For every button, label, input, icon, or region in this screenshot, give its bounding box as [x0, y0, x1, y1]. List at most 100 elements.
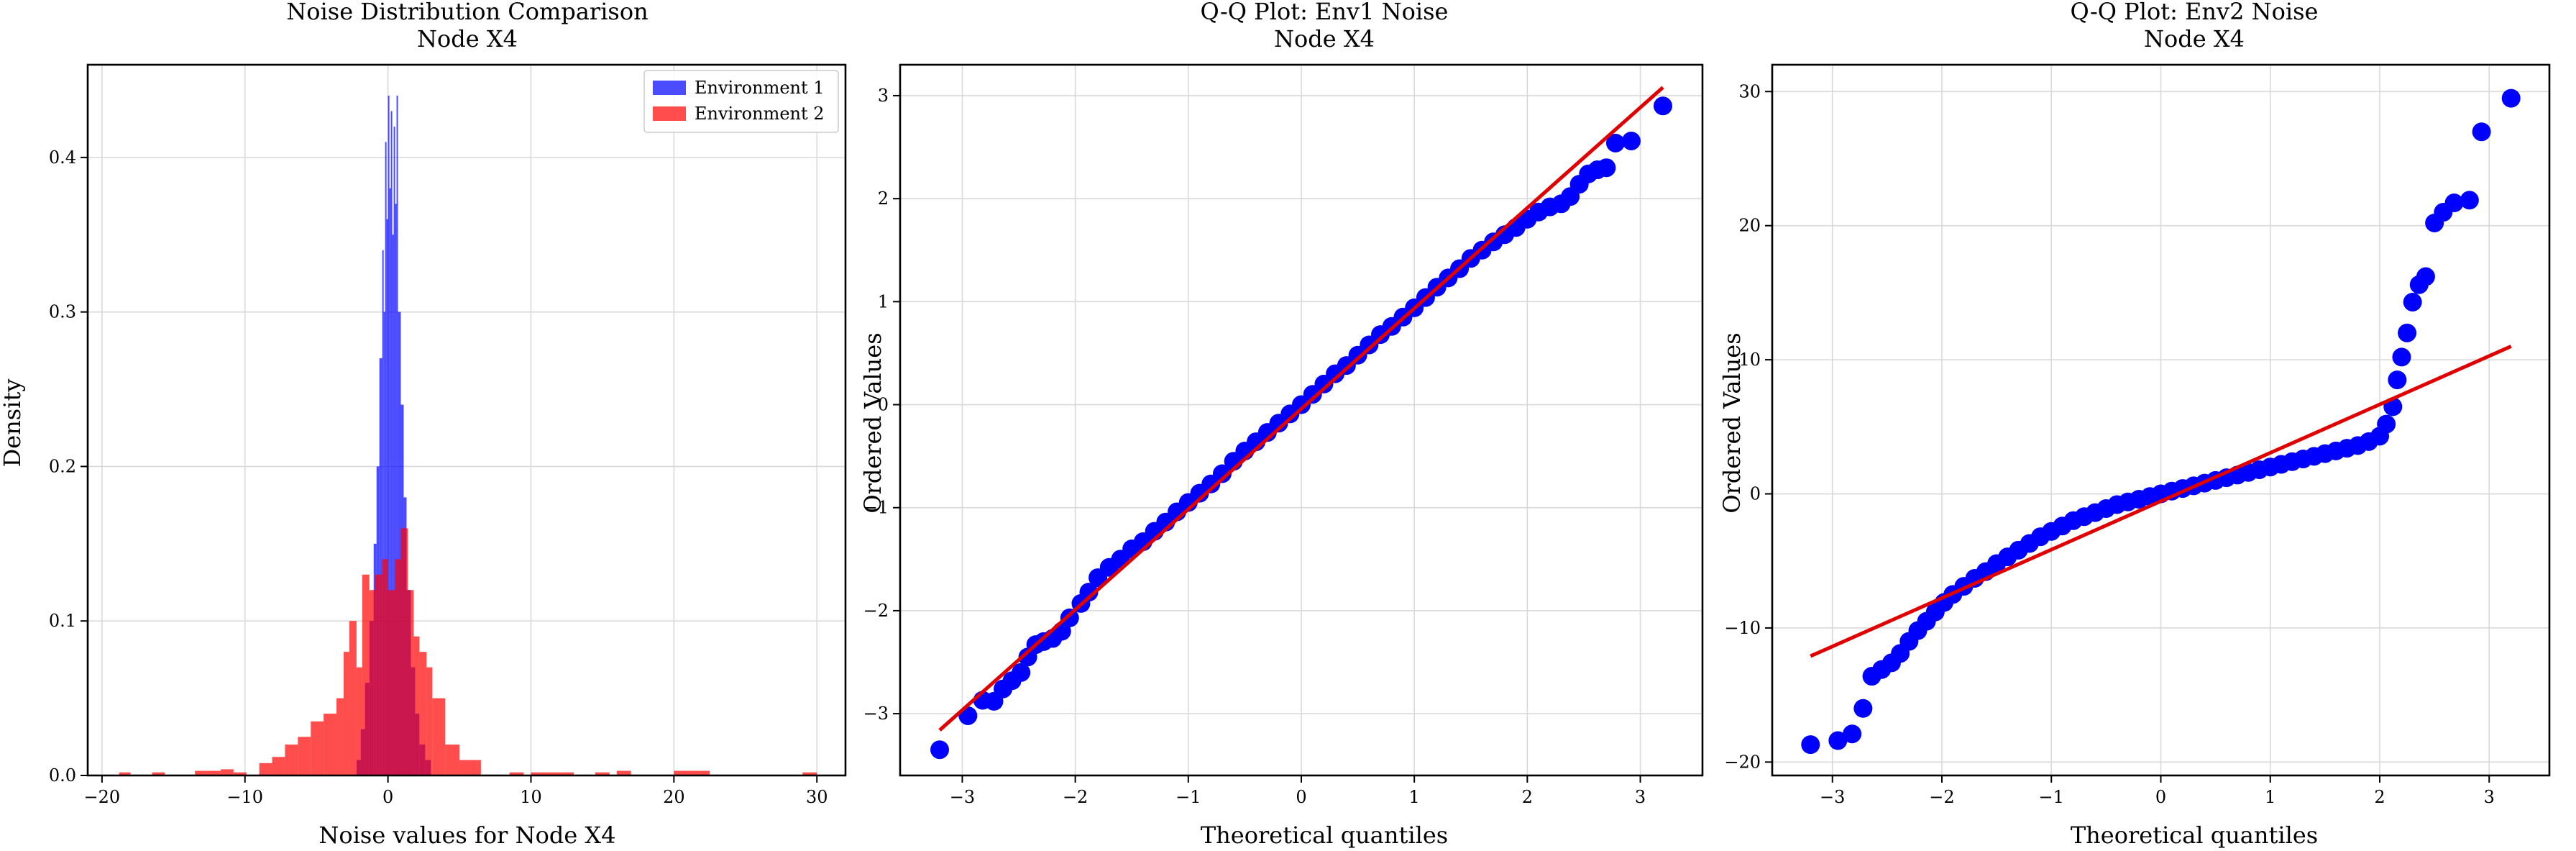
- y-tick-label: 0.1: [49, 611, 76, 631]
- qq-point: [1843, 724, 1862, 744]
- histogram-bar-env1: [379, 358, 382, 776]
- histogram-bar-env2: [395, 559, 401, 775]
- histogram-bar-env2: [336, 698, 344, 775]
- qq-point: [1060, 608, 1079, 627]
- reference-line: [1810, 345, 2512, 658]
- legend-label: Environment 2: [695, 104, 825, 124]
- histogram-bar-env2: [432, 698, 446, 775]
- x-tick-label: 3: [2484, 787, 2495, 807]
- y-tick-label: −1: [863, 498, 889, 518]
- y-tick-label: −3: [863, 704, 889, 724]
- qq-point: [1597, 158, 1616, 178]
- plot-frame: [899, 63, 1704, 777]
- chart-title: Q-Q Plot: Env2 Noise: [2071, 0, 2319, 25]
- qq-point: [1801, 735, 1820, 755]
- histogram-bar-env2: [531, 772, 574, 775]
- histogram-bar-env2: [285, 745, 298, 775]
- histogram-bar-env2: [362, 574, 370, 775]
- y-tick-label: 3: [878, 86, 889, 106]
- y-tick-label: −2: [863, 601, 889, 621]
- histogram-panel: Noise Distribution Comparison Node X4 No…: [0, 0, 847, 849]
- histogram-bar-env1: [382, 250, 384, 775]
- legend-swatch: [653, 81, 686, 95]
- qq-point: [2460, 191, 2479, 210]
- plot-area: [88, 65, 845, 775]
- x-tick-label: 0: [1296, 787, 1306, 807]
- histogram-bar-env2: [616, 770, 631, 775]
- x-tick-label: 1: [2265, 787, 2275, 807]
- qq-point: [2392, 347, 2411, 367]
- x-tick-label: −2: [1929, 787, 1954, 807]
- histogram-bar-env2: [674, 770, 710, 775]
- plot-frame: [1771, 63, 2551, 777]
- qq-point: [1079, 583, 1099, 602]
- qq-point: [2444, 194, 2464, 213]
- x-tick-label: 20: [663, 787, 685, 807]
- x-tick-label: 3: [1635, 787, 1646, 807]
- histogram-bar-env1: [385, 142, 387, 776]
- y-axis-label: Ordered Values: [859, 332, 886, 513]
- y-tick-label: 0.2: [49, 456, 76, 476]
- histogram-bar-env2: [595, 772, 610, 775]
- histogram-bar-env2: [272, 757, 285, 775]
- x-tick-label: 2: [2374, 787, 2385, 807]
- qq-point: [1212, 464, 1232, 483]
- histogram-bar-env2: [152, 772, 165, 775]
- histogram-bar-env2: [369, 590, 375, 775]
- qq-point: [1012, 663, 1031, 682]
- legend-label: Environment 1: [695, 78, 825, 98]
- y-tick-label: 2: [878, 188, 889, 209]
- histogram-bar-env2: [388, 590, 395, 775]
- histogram-bar-env1: [395, 204, 397, 776]
- y-tick-label: −20: [1724, 752, 1761, 772]
- legend-box: [643, 70, 839, 133]
- qq-plot-env2-panel: Q-Q Plot: Env2 Noise Node X4 Theoretical…: [1718, 0, 2551, 849]
- qq-plot-env1-panel: Q-Q Plot: Env1 Noise Node X4 Theoretical…: [859, 0, 1704, 849]
- histogram-bar-env2: [382, 559, 388, 775]
- x-tick-label: −2: [1063, 787, 1088, 807]
- histogram-bar-env1: [388, 95, 390, 775]
- histogram-bar-env1: [398, 311, 401, 775]
- histogram-bar-env2: [375, 574, 382, 775]
- qq-point: [2501, 88, 2521, 108]
- histogram-bar-env2: [349, 621, 357, 775]
- qq-point: [2388, 370, 2407, 390]
- y-tick-label: 30: [1738, 81, 1761, 101]
- y-tick-label: 0.4: [49, 147, 76, 168]
- chart-title: Q-Q Plot: Env1 Noise: [1201, 0, 1449, 25]
- histogram-bar-env2: [343, 652, 349, 775]
- y-tick-label: 0.0: [49, 765, 76, 786]
- histogram-bar-env2: [445, 745, 460, 775]
- x-tick-label: −1: [2039, 787, 2064, 807]
- histogram-bar-env1: [383, 311, 385, 775]
- qq-point: [1605, 133, 1625, 153]
- histogram-bar-env2: [259, 763, 272, 775]
- qq-point: [2403, 292, 2422, 311]
- histogram-bar-env2: [195, 770, 208, 775]
- qq-point: [1621, 131, 1641, 150]
- qq-point: [2472, 122, 2491, 142]
- y-tick-label: −10: [1724, 618, 1761, 638]
- y-tick-label: 0.3: [49, 302, 76, 322]
- qq-point: [2398, 323, 2417, 342]
- x-tick-label: −10: [226, 787, 263, 807]
- x-tick-label: 10: [520, 787, 542, 807]
- x-tick-label: −20: [84, 787, 121, 807]
- histogram-bar-env2: [233, 772, 247, 775]
- histogram-bar-env2: [459, 760, 481, 775]
- plot-frame: [86, 63, 847, 777]
- y-tick-label: 20: [1738, 216, 1761, 236]
- histogram-bar-env2: [419, 652, 427, 775]
- x-tick-label: 0: [382, 787, 393, 807]
- x-tick-label: 0: [2155, 787, 2166, 807]
- histogram-bar-env2: [208, 770, 221, 775]
- y-tick-label: 1: [878, 291, 889, 311]
- histogram-bar-env2: [311, 721, 324, 775]
- legend-swatch: [653, 106, 686, 121]
- histogram-bar-env2: [426, 667, 433, 775]
- histogram-bar-env2: [413, 636, 420, 775]
- histogram-bar-env2: [802, 772, 817, 775]
- x-tick-label: 1: [1409, 787, 1420, 807]
- histogram-bar-env2: [408, 590, 414, 775]
